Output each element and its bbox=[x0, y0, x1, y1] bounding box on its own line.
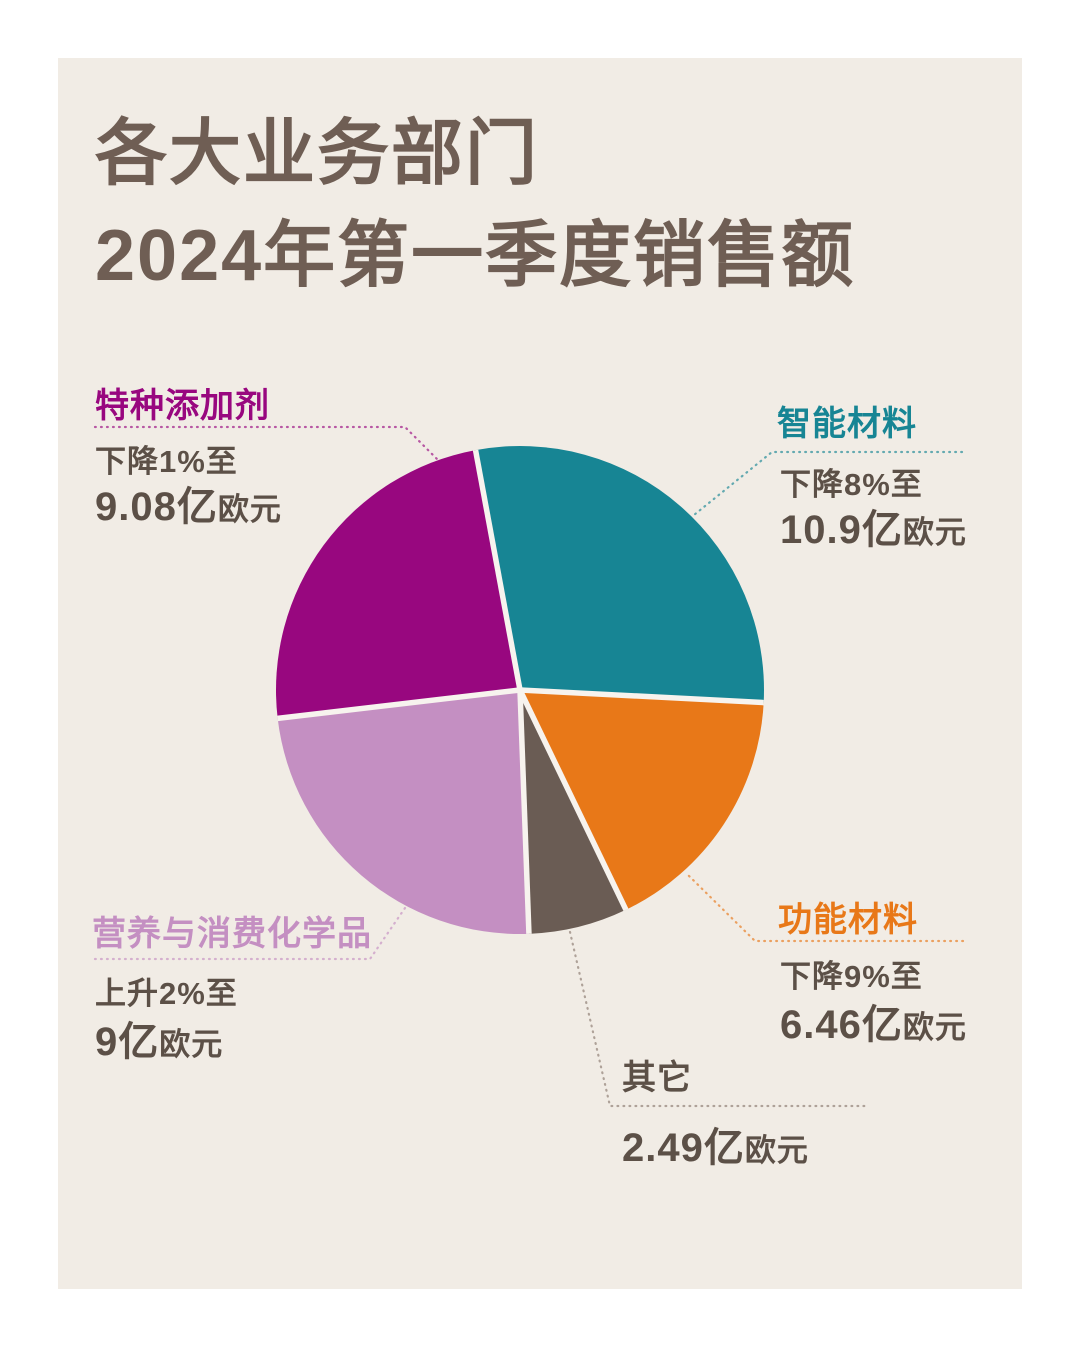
slice-label-nutrition: 营养与消费化学品 bbox=[92, 915, 372, 953]
amount-unit: 欧元 bbox=[902, 515, 967, 550]
leader-line-2 bbox=[568, 930, 867, 1108]
page-title-line2: 2024年第一季度销售额 bbox=[95, 216, 856, 296]
amount-unit: 欧元 bbox=[902, 1010, 967, 1045]
slice-amount-specialty: 9.08亿欧元 bbox=[95, 474, 282, 532]
page-title: 各大业务部门 2024年第一季度销售额 bbox=[95, 103, 855, 307]
slice-label-specialty: 特种添加剂 bbox=[95, 387, 270, 425]
amount-value: 10.9亿 bbox=[780, 508, 903, 552]
amount-value: 9亿 bbox=[95, 1020, 160, 1064]
pie-slice-3 bbox=[277, 690, 529, 934]
pie-slice-0 bbox=[475, 446, 764, 703]
amount-unit: 欧元 bbox=[744, 1133, 809, 1168]
slice-amount-nutrition: 9亿欧元 bbox=[95, 1009, 223, 1067]
amount-value: 2.49亿 bbox=[622, 1126, 745, 1170]
pie-slice-4 bbox=[276, 450, 520, 719]
leader-line-3 bbox=[93, 906, 407, 961]
slice-amount-smart-materials: 10.9亿欧元 bbox=[780, 497, 967, 555]
amount-unit: 欧元 bbox=[159, 1027, 224, 1062]
pie-slice-1 bbox=[520, 690, 764, 910]
slice-separator bbox=[517, 689, 532, 934]
slice-separator bbox=[517, 688, 629, 911]
slice-change-smart-materials: 下降8%至 bbox=[780, 467, 923, 502]
slice-change-nutrition: 上升2%至 bbox=[95, 976, 238, 1011]
slice-label-other: 其它 bbox=[622, 1059, 692, 1097]
slice-label-smart-materials: 智能材料 bbox=[777, 405, 917, 443]
amount-unit: 欧元 bbox=[217, 492, 282, 527]
slice-separator bbox=[472, 449, 523, 691]
slice-amount-performance: 6.46亿欧元 bbox=[780, 992, 967, 1050]
leader-line-4 bbox=[93, 425, 439, 461]
amount-value: 9.08亿 bbox=[95, 485, 218, 529]
slice-amount-other: 2.49亿欧元 bbox=[622, 1115, 809, 1173]
slice-change-performance: 下降9%至 bbox=[780, 959, 923, 994]
slice-label-performance: 功能材料 bbox=[778, 901, 918, 939]
slice-change-specialty: 下降1%至 bbox=[95, 444, 238, 479]
slice-separator bbox=[519, 687, 764, 706]
slice-separator bbox=[277, 687, 521, 722]
amount-value: 6.46亿 bbox=[780, 1003, 903, 1047]
page-title-line1: 各大业务部门 bbox=[95, 114, 540, 194]
